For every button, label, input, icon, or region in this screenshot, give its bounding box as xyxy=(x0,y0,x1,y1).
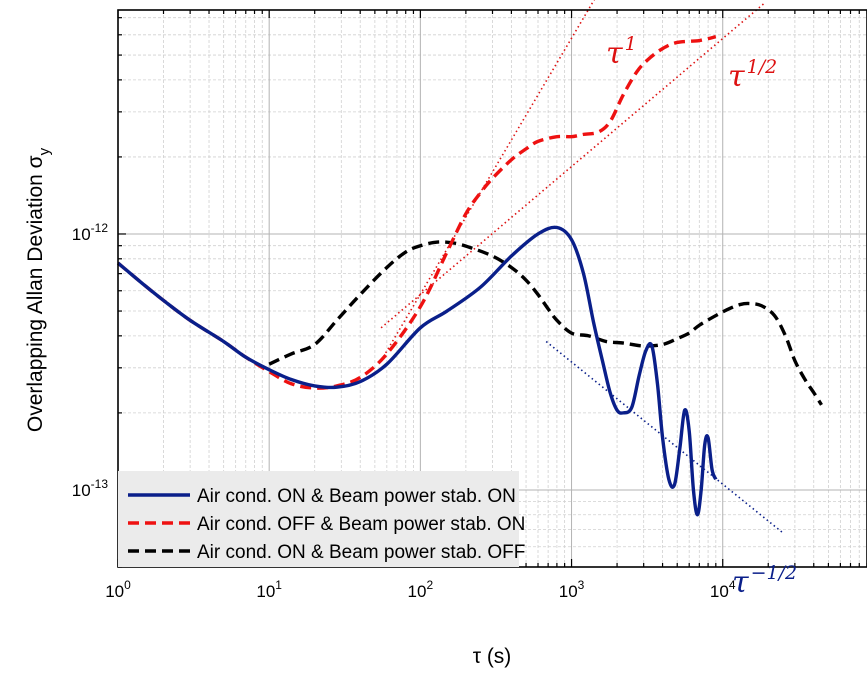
x-tick-labels: 100 101 102 103 104 xyxy=(105,578,736,601)
data-series xyxy=(116,35,823,517)
x-tick-label-base: 10 xyxy=(710,582,729,601)
legend-label-2: Air cond. OFF & Beam power stab. ON xyxy=(197,514,525,535)
y-tick-label-base: 10 xyxy=(72,481,91,500)
y-tick-label: 10-12 xyxy=(72,221,109,244)
slope-guide-line xyxy=(545,340,784,534)
slope-label-exponent: 1 xyxy=(625,33,637,55)
y-tick-label-exponent: -13 xyxy=(91,477,109,491)
x-tick-label: 101 xyxy=(256,578,282,601)
x-tick-label: 100 xyxy=(105,578,131,601)
slope-label: τ 1/2 xyxy=(728,56,777,94)
y-tick-label-exponent: -12 xyxy=(91,221,109,235)
slope-guides xyxy=(380,0,784,534)
slope-label-symbol: τ xyxy=(732,565,749,600)
x-tick-label-exponent: 4 xyxy=(729,578,736,592)
slope-label-exponent: −1/2 xyxy=(751,562,798,584)
x-tick-label-base: 10 xyxy=(105,582,124,601)
slope-label-symbol: τ xyxy=(728,59,745,94)
legend-label-1: Air cond. ON & Beam power stab. ON xyxy=(197,486,516,507)
x-tick-label-exponent: 1 xyxy=(275,578,282,592)
series-line-1 xyxy=(116,225,718,517)
x-tick-label: 103 xyxy=(559,578,585,601)
x-tick-label: 104 xyxy=(710,578,736,601)
x-tick-label-base: 10 xyxy=(408,582,427,601)
y-axis-title-subscript: y xyxy=(36,147,53,155)
slope-labels: τ 1τ 1/2τ −1/2 xyxy=(606,33,797,600)
slope-label-exponent: 1/2 xyxy=(747,56,778,78)
minor-grid xyxy=(118,10,867,568)
y-tick-label-base: 10 xyxy=(72,225,91,244)
y-tick-label: 10-13 xyxy=(72,477,109,500)
x-tick-label-exponent: 2 xyxy=(426,578,433,592)
series-line-3 xyxy=(268,240,823,406)
legend: Air cond. ON & Beam power stab. ON Air co… xyxy=(118,471,525,567)
x-tick-label: 102 xyxy=(408,578,434,601)
x-tick-label-exponent: 0 xyxy=(124,578,131,592)
legend-label-3: Air cond. ON & Beam power stab. OFF xyxy=(197,542,525,563)
x-axis-title: τ (s) xyxy=(473,645,512,668)
y-axis-title-main: Overlapping Allan Deviation σ xyxy=(24,155,47,432)
series-line-2 xyxy=(116,35,717,390)
slope-guide-line xyxy=(380,0,596,362)
slope-label: τ −1/2 xyxy=(732,562,797,600)
x-tick-label-exponent: 3 xyxy=(578,578,585,592)
y-axis-title: Overlapping Allan Deviation σy xyxy=(24,147,53,432)
slope-label-symbol: τ xyxy=(606,36,623,71)
slope-guide-line xyxy=(380,2,766,329)
x-tick-label-base: 10 xyxy=(256,582,275,601)
x-tick-label-base: 10 xyxy=(559,582,578,601)
